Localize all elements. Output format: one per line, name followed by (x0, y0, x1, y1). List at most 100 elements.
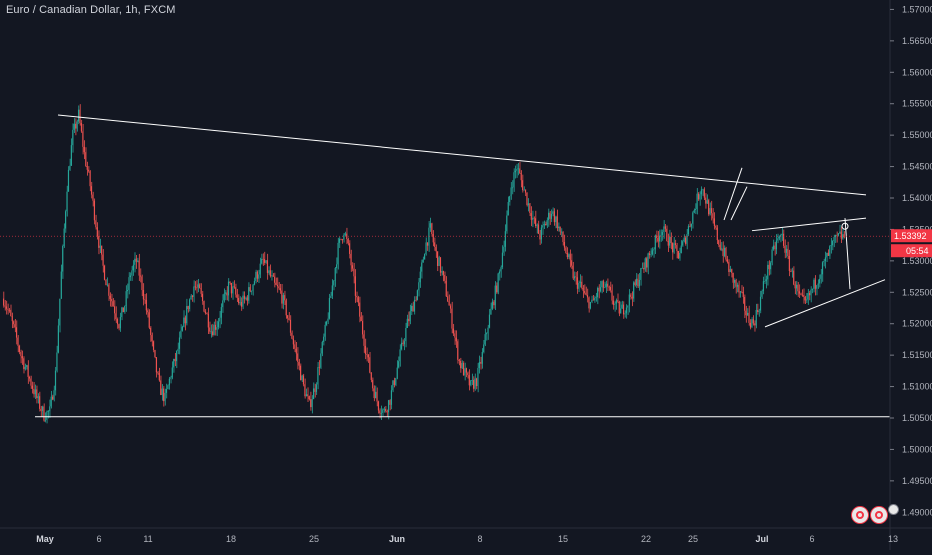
candle-body (8, 309, 10, 311)
candle-body (571, 260, 573, 266)
candle-body (67, 169, 69, 192)
candle-body (751, 319, 753, 328)
candle-body (314, 388, 316, 392)
candle-body (428, 227, 430, 246)
candle-body (612, 300, 614, 305)
candle-body (553, 211, 555, 223)
info-badge-icon[interactable] (888, 504, 899, 515)
candle-body (460, 360, 462, 369)
time-axis[interactable]: May 6 11 18 25 Jun 8 15 22 25 Jul 6 13 (0, 527, 932, 544)
candle-body (558, 226, 560, 229)
candle-body (157, 372, 159, 374)
candle-body (843, 234, 845, 238)
candle-body (141, 276, 143, 291)
candle-body (24, 366, 26, 370)
candle-body (591, 299, 593, 302)
candle-body (625, 307, 627, 314)
candle-body (20, 351, 22, 357)
candle-body (119, 316, 121, 329)
candle-body (485, 333, 488, 335)
candle-body (252, 284, 254, 291)
candle-body (209, 327, 211, 332)
anchor-handle-icon[interactable] (841, 222, 849, 230)
candle-body (516, 169, 518, 171)
candle-body (79, 109, 81, 124)
candle-body (93, 200, 95, 221)
candle-body (498, 271, 501, 274)
candle-body (579, 281, 581, 283)
candle-body (412, 305, 414, 312)
candle-body (634, 282, 636, 285)
candle-body (60, 271, 62, 299)
candle-body (230, 283, 232, 294)
candle-body (282, 295, 284, 304)
candle-body (712, 213, 714, 219)
candle-body (76, 121, 78, 129)
candle-body (343, 234, 345, 240)
candle-body (389, 400, 391, 405)
candle-body (608, 286, 610, 288)
candle-body (721, 248, 723, 250)
candle-body (648, 253, 650, 256)
candle-body (390, 390, 392, 405)
channel-upper-line[interactable] (751, 217, 867, 232)
candle-body (419, 271, 421, 283)
price-tick-label: 1.51500 (902, 350, 932, 360)
candle-body (833, 237, 835, 241)
candle-body (630, 294, 632, 297)
candle-body (302, 375, 304, 385)
candle-body (330, 295, 332, 298)
candle-body (54, 370, 56, 391)
candle-body (70, 145, 72, 166)
candle-body (194, 286, 196, 288)
current-price-label: 1.53392 (894, 231, 927, 241)
price-tick-label: 1.54000 (902, 193, 932, 203)
channel-connector-line[interactable] (844, 218, 851, 290)
candle-body (729, 269, 731, 272)
candle-body (702, 189, 704, 191)
candle-body (814, 279, 816, 289)
flag-line-b[interactable] (730, 186, 748, 221)
candle-body (219, 317, 221, 322)
candle-body (99, 245, 101, 248)
candle-body (62, 245, 64, 272)
candle-body (477, 367, 479, 387)
candle-body (589, 301, 591, 309)
candle-body (400, 342, 402, 350)
candle-body (745, 310, 747, 316)
candle-body (682, 241, 684, 246)
candle-body (399, 349, 401, 362)
candle-body (618, 301, 620, 314)
candle-body (578, 282, 580, 289)
candle-body (278, 286, 280, 289)
candle-body (783, 233, 785, 246)
candle-body (353, 268, 355, 277)
snapshot-icon[interactable] (870, 506, 888, 524)
candle-body (403, 341, 405, 345)
alert-icon[interactable] (851, 506, 869, 524)
candle-body (217, 321, 219, 328)
channel-lower-line[interactable] (764, 279, 886, 328)
candle-body (584, 291, 586, 293)
candle-body (520, 173, 522, 181)
symbol-title: Euro / Canadian Dollar, 1h, FXCM (6, 4, 176, 16)
candle-body (203, 301, 205, 312)
time-label: 25 (688, 534, 698, 544)
candles (3, 104, 845, 424)
candle-body (261, 258, 263, 264)
candle-body (556, 216, 558, 229)
drawings[interactable] (35, 114, 890, 418)
candle-body (52, 396, 54, 400)
candle-body (232, 286, 234, 294)
candle-body (821, 262, 823, 275)
trendline-resistance[interactable] (57, 114, 867, 196)
flag-line-a[interactable] (723, 167, 743, 221)
candle-body (408, 318, 410, 322)
candle-body (550, 213, 552, 219)
candle-body (77, 109, 80, 122)
candle-body (540, 227, 542, 240)
candle-body (398, 361, 400, 368)
